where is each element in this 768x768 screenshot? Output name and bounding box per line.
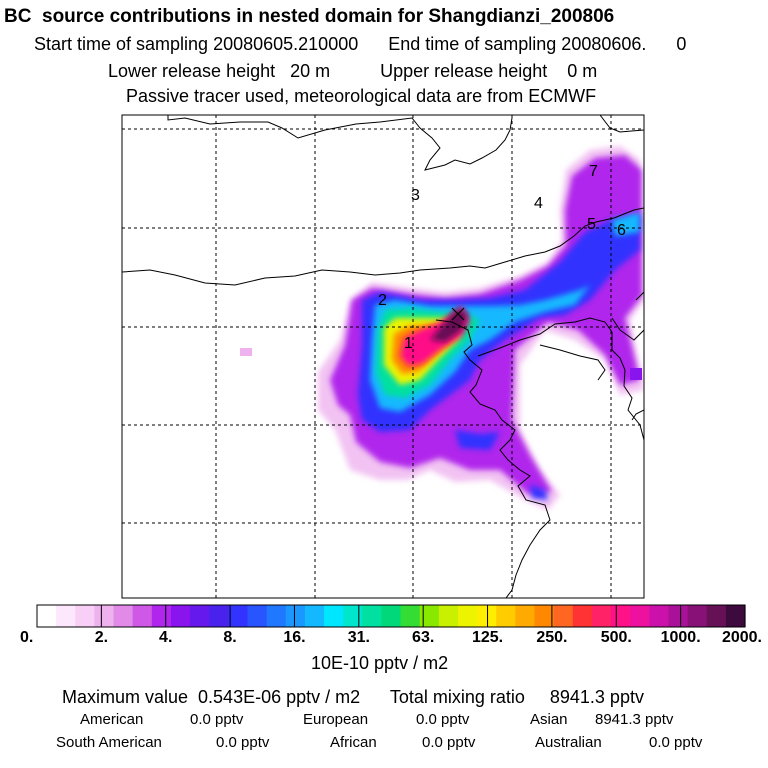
colorbar-cell <box>687 605 708 627</box>
region-label: 4 <box>534 195 543 212</box>
receptor-marker <box>451 307 465 321</box>
colorbar-cell <box>725 605 746 627</box>
border-line <box>122 207 644 286</box>
maximum-and-total-line: Maximum value 0.543E-06 pptv / m2 Total … <box>62 687 644 707</box>
colorbar-tick-label: 1000. <box>661 629 701 646</box>
european-value: 0.0 pptv <box>416 711 470 728</box>
colorbar-cell <box>343 605 363 627</box>
colorbar-cell <box>266 605 287 627</box>
map-frame <box>121 114 645 599</box>
colorbar-tick-label: 31. <box>348 629 370 646</box>
plume-patch <box>240 348 252 356</box>
release-height-line: Lower release height 20 m Upper release … <box>108 61 598 81</box>
colorbar-tick-labels: 0. 2. 4. 8. 16. 31. 63. 125. 250. 500. 1000. 2000. <box>20 629 762 646</box>
european-label: European <box>303 711 369 728</box>
colorbar-cell <box>132 605 153 627</box>
colorbar-cell <box>94 605 115 627</box>
colorbar-cell <box>553 605 574 627</box>
coast-line <box>539 344 606 381</box>
colorbar-tick-label: 125. <box>472 629 503 646</box>
colorbar-cell <box>362 605 383 627</box>
colorbar-tick-label: 8. <box>223 629 236 646</box>
colorbar-cell <box>534 605 555 627</box>
australian-label: Australian <box>535 734 602 751</box>
region-label: 6 <box>617 222 626 239</box>
colorbar-cell <box>457 605 478 627</box>
colorbar-cell <box>247 605 268 627</box>
region-label: 2 <box>378 292 387 309</box>
coastline <box>122 115 644 598</box>
colorbar-cell <box>438 605 459 627</box>
colorbar-cell <box>56 605 76 627</box>
coast-line <box>635 291 644 301</box>
colorbar-tick-label: 250. <box>536 629 567 646</box>
colorbar-ticks <box>36 605 746 627</box>
colorbar-cell <box>228 605 249 627</box>
colorbar-cell <box>37 605 57 627</box>
plume-patch <box>630 368 642 380</box>
colorbar-cell <box>706 605 727 627</box>
colorbar-cell <box>400 605 421 627</box>
region-label: 7 <box>589 163 598 180</box>
african-label: African <box>330 734 377 751</box>
australian-value: 0.0 pptv <box>649 734 703 751</box>
asian-value: 8941.3 pptv <box>595 711 674 728</box>
colorbar-cells <box>37 605 746 627</box>
border-line <box>167 115 513 171</box>
african-value: 0.0 pptv <box>422 734 476 751</box>
asian-label: Asian <box>530 711 568 728</box>
colorbar-tick-label: 500. <box>601 629 632 646</box>
colorbar-tick-label: 16. <box>283 629 305 646</box>
colorbar-tick-label: 2000. <box>722 629 762 646</box>
plot-title: BC source contributions in nested domain… <box>4 6 615 27</box>
colorbar-cell <box>324 605 344 627</box>
plume-peak <box>430 308 468 342</box>
region-labels: 1 2 3 4 5 6 7 <box>378 163 626 352</box>
coast-line <box>435 319 551 598</box>
colorbar-cell <box>515 605 536 627</box>
coast-line <box>611 317 644 341</box>
colorbar-cell <box>668 605 689 627</box>
plume-blue <box>358 215 640 500</box>
colorbar-cell <box>304 605 325 627</box>
region-label: 1 <box>404 335 413 352</box>
tracer-info-line: Passive tracer used, meteorological data… <box>126 86 597 106</box>
colorbar-cell <box>209 605 229 627</box>
colorbar-cell <box>649 605 670 627</box>
south-american-label: South American <box>56 734 162 751</box>
american-label: American <box>80 711 144 728</box>
colorbar-cell <box>113 605 134 627</box>
sampling-time-line: Start time of sampling 20080605.210000 E… <box>34 34 687 54</box>
colorbar-tick-label: 2. <box>95 629 108 646</box>
colorbar-cell <box>381 605 402 627</box>
lat-lon-grid <box>122 115 644 598</box>
colorbar-cell <box>496 605 516 627</box>
colorbar-cell <box>611 605 631 627</box>
colorbar-unit-label: 10E-10 pptv / m2 <box>311 653 449 673</box>
colorbar-cell <box>285 605 306 627</box>
colorbar-cell <box>477 605 497 627</box>
colorbar-cell <box>591 605 612 627</box>
colorbar-cell <box>630 605 650 627</box>
american-value: 0.0 pptv <box>190 711 244 728</box>
colorbar-cell <box>170 605 191 627</box>
border-line <box>599 115 644 133</box>
coast-line <box>477 317 644 441</box>
colorbar-tick-label: 4. <box>159 629 172 646</box>
colorbar-cell <box>75 605 96 627</box>
region-label: 5 <box>587 216 596 233</box>
south-american-value: 0.0 pptv <box>216 734 270 751</box>
contribution-field <box>240 146 644 510</box>
colorbar-cell <box>419 605 440 627</box>
colorbar-cell <box>190 605 210 627</box>
region-label: 3 <box>411 187 420 204</box>
colorbar-cell <box>572 605 593 627</box>
colorbar-tick-label: 0. <box>20 629 33 646</box>
coast-line <box>631 409 644 421</box>
colorbar-cell <box>151 605 172 627</box>
colorbar-tick-label: 63. <box>412 629 434 646</box>
